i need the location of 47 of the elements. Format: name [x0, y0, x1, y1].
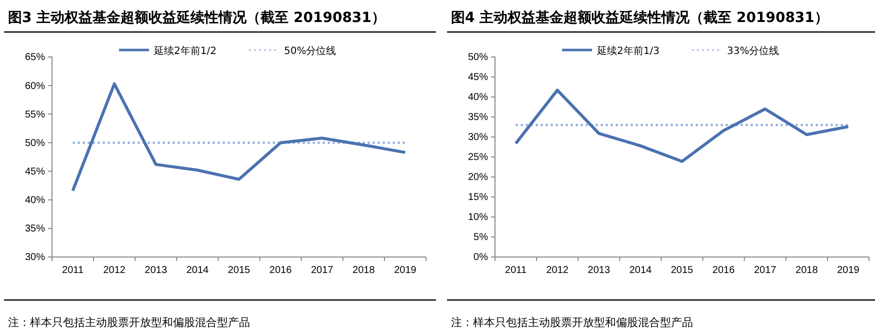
legend-label: 延续2年前1/3 — [596, 45, 660, 57]
y-tick-label: 0% — [474, 252, 488, 264]
x-tick-label: 2014 — [186, 265, 210, 276]
legend-label: 50%分位线 — [284, 45, 336, 57]
x-tick-label: 2017 — [754, 265, 777, 276]
y-tick-label: 40% — [468, 92, 488, 104]
x-tick-label: 2011 — [62, 265, 84, 276]
y-tick-label: 30% — [24, 252, 46, 264]
chart-title: 图3 主动权益基金超额收益延续性情况（截至 20190831） — [8, 9, 386, 26]
x-tick-label: 2019 — [394, 265, 417, 276]
y-tick-label: 10% — [468, 212, 488, 224]
y-tick-label: 45% — [24, 166, 46, 178]
x-tick-label: 2015 — [228, 265, 251, 276]
y-tick-label: 50% — [468, 52, 488, 64]
y-tick-label: 45% — [468, 72, 488, 84]
x-tick-label: 2016 — [712, 265, 736, 276]
text: 注：样本只包括主动股票开放型和偏股混合型产品 — [8, 316, 250, 329]
x-tick-label: 2012 — [103, 265, 126, 276]
x-tick-label: 2012 — [546, 265, 569, 276]
x-tick-label: 2015 — [670, 265, 694, 276]
x-tick-label: 2019 — [837, 265, 860, 276]
y-tick-label: 50% — [24, 138, 46, 149]
y-tick-label: 65% — [24, 52, 46, 64]
x-tick-label: 2013 — [144, 265, 168, 276]
line-series — [514, 88, 850, 163]
y-tick-label: 60% — [24, 80, 46, 92]
y-tick-label: 35% — [468, 112, 488, 124]
x-tick-label: 2016 — [269, 265, 292, 276]
y-tick-label: 40% — [24, 195, 46, 206]
y-tick-label: 20% — [468, 172, 488, 184]
x-tick-label: 2013 — [588, 265, 610, 276]
y-tick-label: 5% — [474, 232, 488, 244]
line-series — [71, 82, 407, 192]
y-tick-label: 55% — [24, 109, 46, 120]
chart-title: 图4 主动权益基金超额收益延续性情况（截至 20190831） — [451, 9, 828, 26]
x-tick-label: 2018 — [796, 265, 818, 276]
x-tick-label: 2018 — [352, 265, 376, 276]
legend-label: 33%分位线 — [727, 45, 780, 57]
text: 注：样本只包括主动股票开放型和偏股混合型产品 — [451, 316, 693, 329]
y-tick-label: 35% — [24, 224, 46, 235]
legend-label: 延续2年前1/2 — [153, 45, 216, 57]
x-tick-label: 2017 — [310, 265, 334, 276]
x-tick-label: 2014 — [629, 265, 652, 276]
y-tick-label: 15% — [468, 192, 488, 204]
y-tick-label: 30% — [468, 132, 488, 144]
y-tick-label: 25% — [468, 152, 488, 164]
x-tick-label: 2011 — [505, 265, 527, 276]
